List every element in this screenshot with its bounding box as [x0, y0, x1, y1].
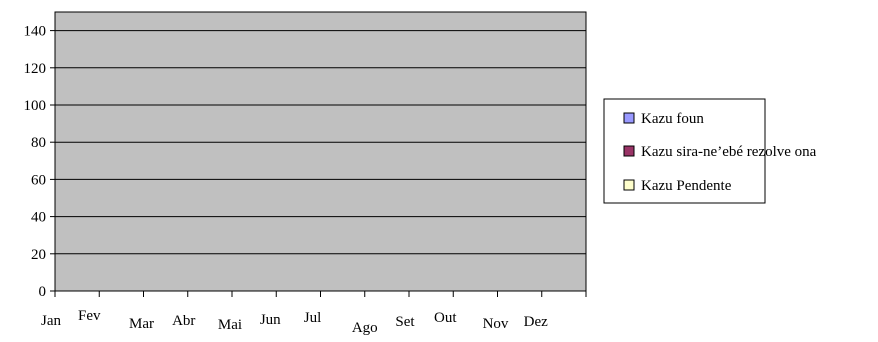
legend-swatch: [623, 112, 635, 124]
x-tick-label: Jul: [304, 310, 322, 326]
x-tick-label: Set: [395, 314, 415, 330]
legend-swatch: [623, 179, 635, 191]
x-tick-label: Mai: [218, 317, 242, 333]
y-tick-label: 120: [24, 61, 47, 77]
legend-swatch: [623, 145, 635, 157]
legend-label: Kazu sira-ne’ebé rezolve ona: [641, 144, 817, 160]
x-tick-label: Abr: [172, 313, 195, 329]
x-tick-label: Mar: [129, 316, 154, 332]
y-tick-label: 40: [31, 210, 46, 226]
plot-area: 0 20 40 60 80 100 120 140 Jan Fev Mar Abr Mai Jun Jul A…: [24, 11, 587, 336]
y-tick-label: 20: [31, 247, 46, 263]
y-tick-label: 80: [31, 135, 46, 151]
x-tick-label: Dez: [524, 314, 548, 330]
y-tick-label: 140: [24, 24, 47, 40]
x-tick-label: Fev: [78, 308, 101, 324]
x-tick-label: Jan: [41, 313, 61, 329]
legend-label: Kazu foun: [641, 111, 704, 127]
x-tick-label: Ago: [352, 320, 378, 336]
y-tick-label: 0: [39, 284, 47, 300]
legend-label: Kazu Pendente: [641, 178, 732, 194]
y-tick-label: 100: [24, 98, 47, 114]
y-tick-label: 60: [31, 172, 46, 188]
x-tick-label: Jun: [260, 312, 281, 328]
plot-background: [54, 11, 587, 292]
x-tick-label: Out: [434, 310, 457, 326]
x-tick-label: Nov: [483, 316, 509, 332]
legend: Kazu foun Kazu sira-ne’ebé rezolve ona Kaz…: [603, 98, 817, 204]
